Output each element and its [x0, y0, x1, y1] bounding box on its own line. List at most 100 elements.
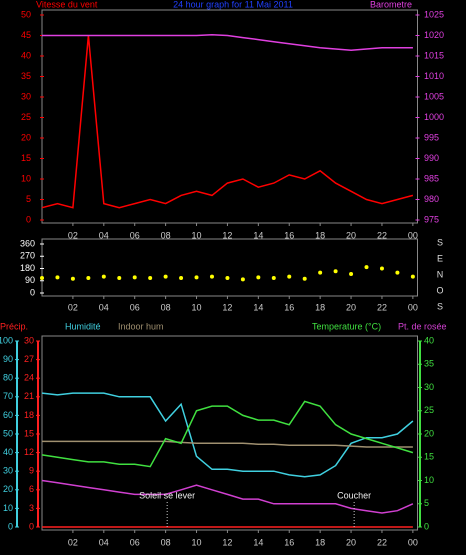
y-tick-label: 35 [21, 71, 31, 81]
x-tick-label: 10 [192, 230, 202, 240]
y2-tick-label: 35 [424, 359, 434, 369]
y2-tick-label: 985 [424, 173, 439, 183]
y2-tick-label: 1005 [424, 91, 444, 101]
plot-frame [41, 9, 418, 224]
x-tick-label: 22 [377, 230, 387, 240]
x-tick-label: 18 [315, 302, 325, 312]
x-tick-label: 08 [161, 302, 171, 312]
y3-tick-label: 21 [24, 391, 34, 401]
x-tick-label: 18 [315, 537, 325, 547]
x-tick-label: 04 [99, 302, 109, 312]
x-tick-label: 02 [68, 302, 78, 312]
x-tick-label: 18 [315, 230, 325, 240]
direction-label: N [437, 269, 444, 279]
point [40, 276, 44, 281]
x-tick-label: 10 [192, 302, 202, 312]
series-line [41, 392, 414, 478]
annotation: Coucher [337, 490, 371, 500]
point [240, 277, 245, 282]
y2-tick-label: 1025 [424, 9, 444, 19]
y2-tick-label: 1015 [424, 50, 444, 60]
y-tick-label: 270 [20, 251, 35, 261]
y2-tick-label: 975 [424, 214, 439, 224]
x-tick-label: 20 [346, 230, 356, 240]
y3-tick-label: 3 [29, 503, 34, 513]
y3-tick-label: 15 [24, 428, 34, 438]
y-tick-label: 30 [21, 91, 31, 101]
legend-label: Pt. de rosée [398, 321, 447, 331]
y2-tick-label: 995 [424, 132, 439, 142]
y3-tick-label: 18 [24, 410, 34, 420]
x-tick-label: 12 [222, 302, 232, 312]
y3-tick-label: 12 [24, 447, 34, 457]
point [70, 276, 75, 281]
direction-label: E [437, 253, 443, 263]
y2-tick-label: 5 [424, 498, 429, 508]
y-tick-label: 50 [3, 428, 13, 438]
y-tick-label: 10 [3, 503, 13, 513]
y-tick-label: 0 [8, 521, 13, 531]
x-tick-label: 20 [346, 537, 356, 547]
point [148, 276, 153, 281]
y2-tick-label: 990 [424, 153, 439, 163]
x-tick-label: 02 [68, 537, 78, 547]
plot-frame [41, 238, 418, 297]
point [132, 275, 137, 280]
y-tick-label: 60 [3, 410, 13, 420]
x-tick-label: 14 [253, 302, 263, 312]
point [256, 275, 261, 280]
point [395, 270, 400, 275]
point [194, 275, 199, 280]
point [379, 266, 384, 271]
x-tick-label: 04 [99, 230, 109, 240]
y-tick-label: 10 [21, 173, 31, 183]
y-tick-label: 90 [3, 354, 13, 364]
y-tick-label: 15 [21, 153, 31, 163]
y2-tick-label: 30 [424, 382, 434, 392]
x-tick-label: 22 [377, 537, 387, 547]
y2-tick-label: 25 [424, 405, 434, 415]
y3-tick-label: 0 [29, 521, 34, 531]
y2-tick-label: 10 [424, 475, 434, 485]
x-tick-label: 14 [253, 230, 263, 240]
point [209, 274, 214, 279]
x-tick-label: 02 [68, 230, 78, 240]
x-tick-label: 20 [346, 302, 356, 312]
x-tick-label: 00 [408, 230, 418, 240]
plot-frame [41, 335, 418, 531]
y2-tick-label: 15 [424, 452, 434, 462]
chart-title: 24 hour graph for 11 Mai 2011 [173, 0, 293, 9]
series-line [42, 440, 413, 448]
x-tick-label: 22 [377, 302, 387, 312]
y3-tick-label: 30 [24, 335, 34, 345]
y-tick-label: 40 [21, 50, 31, 60]
x-tick-label: 16 [284, 230, 294, 240]
point [117, 276, 122, 281]
x-tick-label: 16 [284, 537, 294, 547]
y2-tick-label: 1010 [424, 71, 444, 81]
series-line [41, 400, 414, 468]
direction-label: S [437, 237, 443, 247]
x-tick-label: 04 [99, 537, 109, 547]
legend-label: Humidité [65, 321, 101, 331]
x-tick-label: 12 [222, 230, 232, 240]
series-line [41, 35, 414, 209]
series-line [42, 33, 413, 52]
x-tick-label: 00 [408, 537, 418, 547]
y-tick-label: 100 [0, 335, 13, 345]
y-tick-label: 20 [3, 484, 13, 494]
point [179, 276, 184, 281]
y-tick-label: 360 [20, 238, 35, 248]
y-tick-label: 50 [21, 9, 31, 19]
y-tick-label: 90 [25, 275, 35, 285]
y2-tick-label: 40 [424, 335, 434, 345]
legend-label: Indoor hum [118, 321, 164, 331]
y2-tick-label: 1020 [424, 30, 444, 40]
y-tick-label: 180 [20, 263, 35, 273]
legend-label: Précip. [0, 321, 28, 331]
y2-tick-label: 0 [424, 521, 429, 531]
point [55, 275, 60, 280]
y-tick-label: 40 [3, 447, 13, 457]
